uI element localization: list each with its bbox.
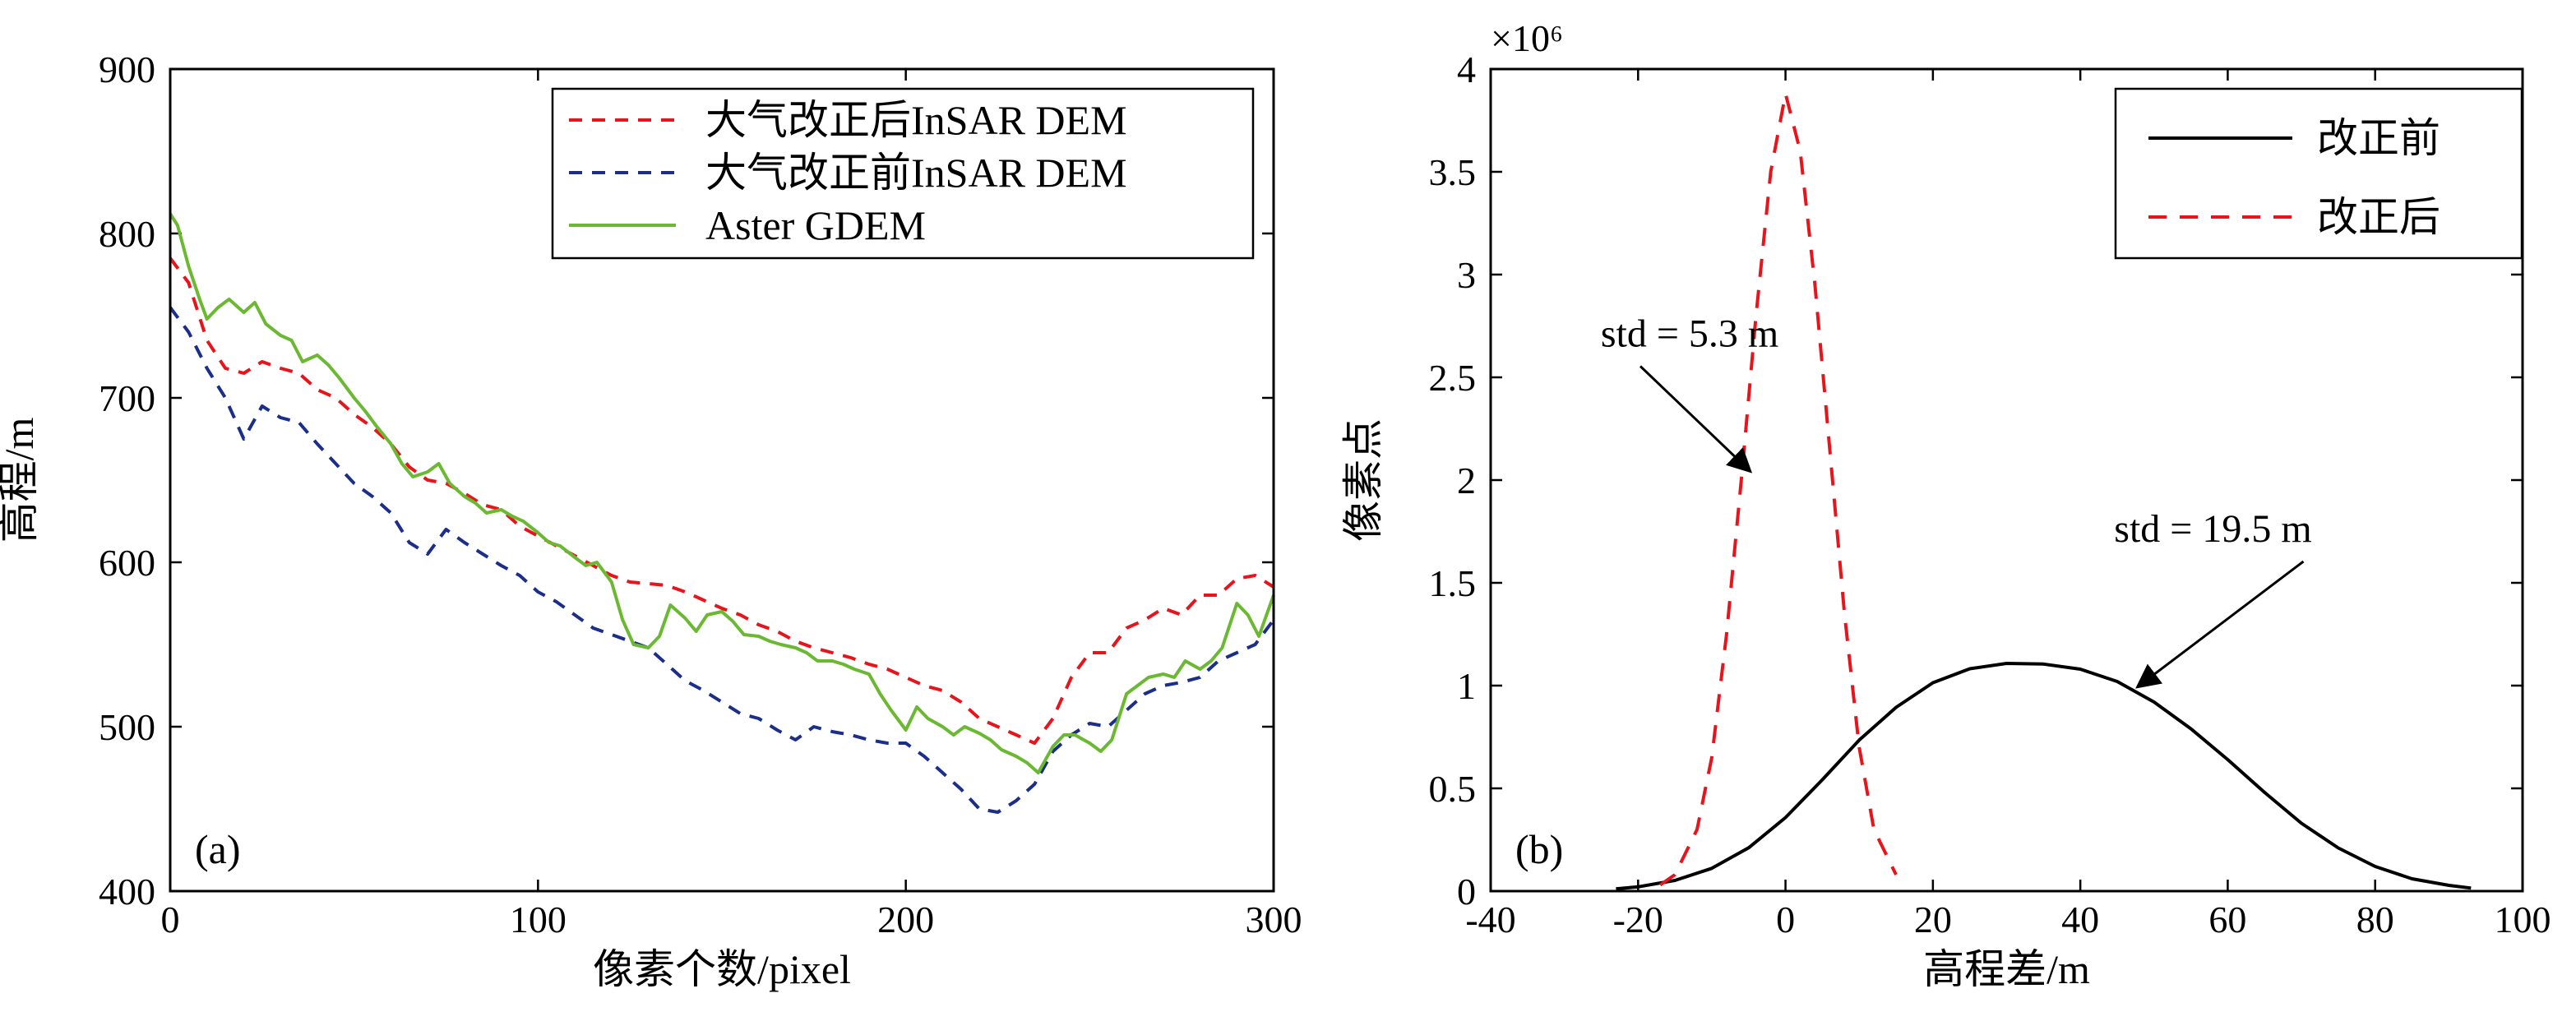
x-tick-label: 80	[2356, 899, 2394, 940]
x-tick-label: 40	[2061, 899, 2099, 940]
legend-label-3: Aster GDEM	[705, 202, 926, 248]
x-tick-label: 200	[877, 899, 934, 940]
annotation-arrow-1	[1639, 365, 1753, 474]
y-tick-label: 400	[99, 871, 155, 912]
y-tick-label: 1	[1457, 665, 1476, 707]
panel-a-plot-frame	[169, 67, 1275, 893]
legend-label-1: 改正前	[2317, 115, 2440, 161]
legend-label-1: 大气改正后InSAR DEM	[705, 97, 1127, 143]
panel-a-series	[169, 212, 1275, 814]
y-tick-label: 600	[99, 542, 155, 584]
x-tick-label: 0	[1776, 899, 1795, 940]
y-tick-label: 3	[1457, 254, 1476, 296]
y-tick-label: 1.5	[1429, 562, 1477, 604]
x-tick-label: 100	[510, 899, 567, 940]
y-tick-label: 0	[1457, 871, 1476, 912]
y-tick-label: 2.5	[1429, 357, 1477, 399]
y-tick-label: 2	[1457, 460, 1476, 501]
panel-b-tick-labels: -40 -20 0 20 40 60 80 100 0 0.5 1 1.5 2 2.5 3 3.5 4	[1429, 49, 2551, 940]
panel-b-y-multiplier: ×10⁶	[1491, 17, 1563, 59]
x-tick-label: -20	[1613, 899, 1663, 940]
panel-a-ticks	[169, 67, 1275, 893]
x-tick-label: 300	[1246, 899, 1302, 940]
panel-b-series	[1616, 92, 2472, 891]
x-tick-label: 0	[161, 899, 180, 940]
legend-label-2: 大气改正前InSAR DEM	[705, 150, 1127, 196]
panel-a-y-axis-label: 高程/m	[0, 418, 42, 543]
series-line-1	[1616, 662, 2472, 891]
x-tick-label: 60	[2208, 899, 2246, 940]
panel-b-x-axis-label: 高程差/m	[1923, 946, 2090, 992]
series-line-2	[1659, 92, 1898, 887]
panel-b-chart: -40 -20 0 20 40 60 80 100 0 0.5 1 1.5 2 2.5 3 3.5 4 ×10⁶…	[1340, 17, 2551, 992]
panel-b-y-axis-label: 像素点	[1340, 418, 1386, 542]
x-tick-label: 100	[2495, 899, 2551, 940]
annotation-text-2: std = 19.5 m	[2114, 507, 2311, 551]
legend-label-2: 改正后	[2317, 194, 2440, 240]
panel-a-label: (a)	[195, 826, 241, 872]
series-line-1	[169, 256, 1275, 745]
panel-b-label: (b)	[1515, 826, 1563, 872]
panel-b-annotations: std = 5.3 m std = 19.5 m	[1601, 312, 2312, 689]
y-tick-label: 900	[99, 49, 155, 90]
y-tick-label: 3.5	[1429, 151, 1477, 193]
annotation-arrow-2	[2135, 560, 2305, 689]
y-tick-label: 4	[1457, 49, 1476, 90]
x-tick-label: 20	[1914, 899, 1952, 940]
y-tick-label: 700	[99, 377, 155, 419]
panel-a-legend: 大气改正后InSAR DEM 大气改正前InSAR DEM Aster GDEM	[551, 87, 1255, 260]
panel-a-tick-labels: 0 100 200 300 400 500 600 700 800 900	[99, 49, 1302, 940]
y-tick-label: 500	[99, 706, 155, 748]
series-line-2	[169, 306, 1275, 814]
panel-b-plot-frame	[1489, 67, 2524, 893]
y-tick-label: 0.5	[1429, 768, 1477, 810]
series-line-3	[169, 212, 1275, 774]
panel-a-x-axis-label: 像素个数/pixel	[593, 946, 851, 992]
annotation-text-1: std = 5.3 m	[1601, 312, 1778, 356]
x-tick-label: -40	[1465, 899, 1515, 940]
legend-box	[2114, 87, 2523, 260]
y-tick-label: 800	[99, 213, 155, 255]
